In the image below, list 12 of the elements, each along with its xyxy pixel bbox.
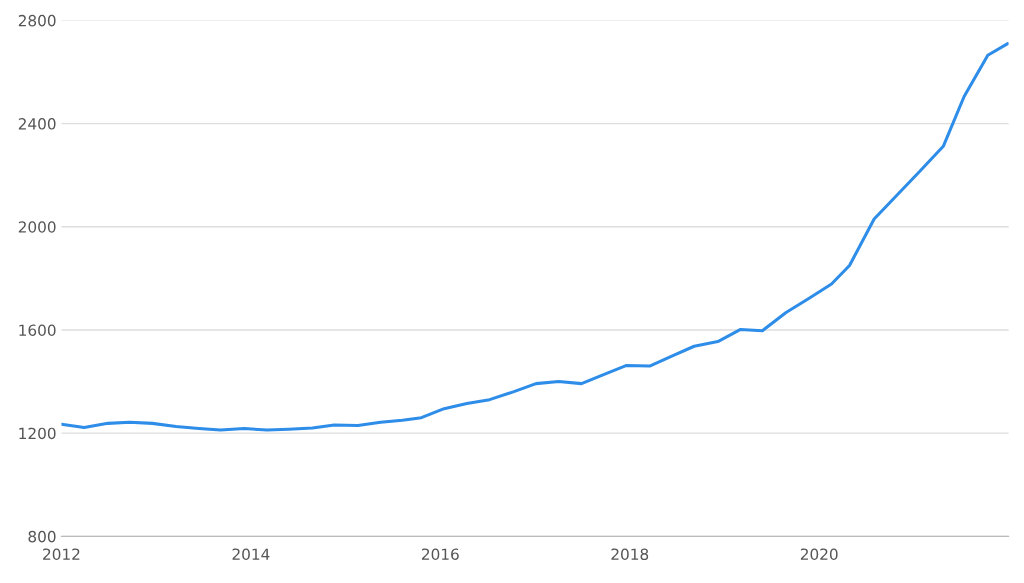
x-tick-label: 2018	[611, 548, 649, 560]
y-tick-label: 1200	[19, 427, 56, 440]
y-tick-label: 2400	[18, 118, 56, 130]
x-tick-label: 2012	[43, 548, 80, 560]
y-tick-label: 2000	[18, 221, 56, 233]
y-tick-label: 800	[28, 530, 56, 543]
y-tick-label: 1600	[19, 324, 56, 336]
x-tick-label: 2020	[800, 548, 838, 560]
y-tick-label: 2800	[18, 14, 56, 27]
x-tick-label: 2014	[232, 548, 270, 560]
x-tick-label: 2016	[422, 548, 459, 560]
line-series	[61, 42, 1009, 432]
